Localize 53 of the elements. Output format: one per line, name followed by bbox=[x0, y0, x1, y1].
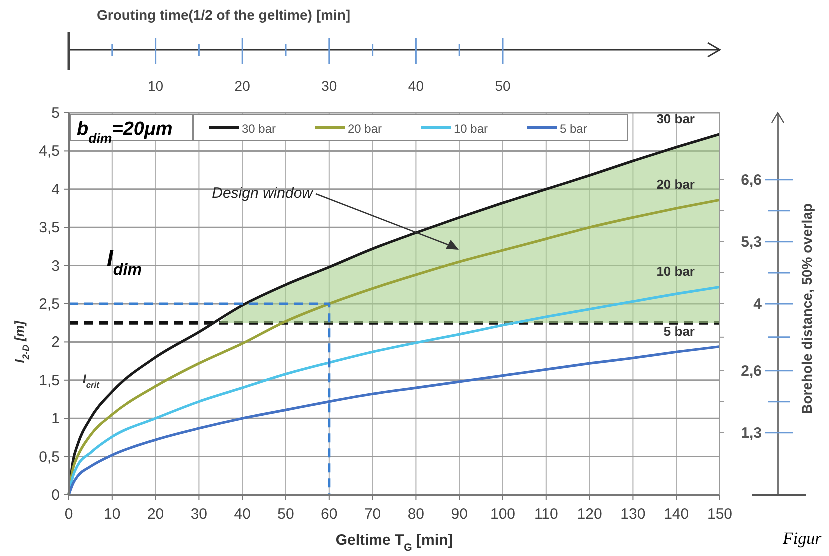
x2-tick-label: 50 bbox=[495, 78, 511, 94]
x-tick-label: 70 bbox=[364, 506, 382, 523]
x-tick-label: 80 bbox=[408, 506, 425, 523]
y-tick-label: 4,5 bbox=[39, 143, 60, 160]
y-tick-label: 3,5 bbox=[39, 220, 60, 237]
y-tick-label: 1 bbox=[52, 410, 60, 428]
y-tick-label: 0,5 bbox=[39, 448, 60, 466]
x2-axis-title: Grouting time(1/2 of the geltime) [min] bbox=[97, 7, 351, 23]
x2-tick-label: 20 bbox=[234, 78, 251, 94]
annotation: I$_{dim}$ bbox=[107, 245, 142, 279]
x-tick-label: 110 bbox=[534, 506, 558, 523]
annotation: b$_{dim}$=20μm bbox=[77, 119, 173, 146]
y2-tick-label: 4 bbox=[754, 296, 763, 313]
text: 5 bar bbox=[664, 324, 695, 339]
y-tick-label: 1,5 bbox=[39, 372, 60, 390]
x2-tick-label: 40 bbox=[408, 78, 424, 94]
legend-label: 5 bar bbox=[560, 122, 588, 136]
annotation: I$_{crit}$ bbox=[83, 372, 101, 390]
legend-label: 10 bar bbox=[454, 122, 488, 136]
x-tick-label: 30 bbox=[190, 506, 208, 523]
legend-label: 30 bar bbox=[242, 122, 276, 136]
x-tick-label: 10 bbox=[104, 506, 121, 523]
y-tick-label: 2 bbox=[52, 334, 60, 352]
y-tick-label: 4 bbox=[52, 181, 60, 198]
y2-tick-label: 1,3 bbox=[741, 424, 762, 442]
y-tick-label: 0 bbox=[52, 487, 60, 504]
legend-label: 20 bar bbox=[348, 122, 382, 136]
y-tick-label: 2,5 bbox=[39, 296, 60, 313]
x-axis-title: Geltime T$_{G}$ [min] bbox=[336, 532, 454, 554]
text: 20 bar bbox=[656, 177, 695, 192]
x-tick-label: 20 bbox=[147, 506, 164, 523]
x-tick-label: 90 bbox=[451, 506, 468, 523]
text: 10 bar bbox=[656, 264, 695, 280]
x-tick-label: 60 bbox=[321, 506, 338, 523]
y-tick-label: 3 bbox=[52, 258, 60, 275]
x2-tick-label: 30 bbox=[322, 78, 338, 94]
x-tick-label: 100 bbox=[490, 506, 516, 523]
text: 30 bar bbox=[656, 111, 695, 126]
text: Figur bbox=[782, 529, 822, 548]
annotation: Design window bbox=[212, 185, 314, 202]
y2-tick-label: 6,6 bbox=[741, 172, 762, 189]
y2-tick-label: 5,3 bbox=[741, 234, 762, 251]
x-tick-label: 0 bbox=[64, 506, 74, 523]
y-tick-label: 5 bbox=[52, 105, 60, 122]
x-tick-label: 140 bbox=[664, 506, 690, 523]
x-tick-label: 130 bbox=[620, 506, 646, 523]
x-tick-label: 40 bbox=[234, 506, 251, 523]
y2-tick-label: 2,6 bbox=[741, 362, 762, 380]
x-tick-label: 50 bbox=[278, 506, 294, 523]
x2-tick-label: 10 bbox=[148, 78, 164, 94]
x-tick-label: 120 bbox=[577, 506, 602, 523]
x-tick-label: 150 bbox=[707, 506, 733, 523]
y2-axis-title: Borehole distance, 50% overlap bbox=[799, 204, 815, 414]
